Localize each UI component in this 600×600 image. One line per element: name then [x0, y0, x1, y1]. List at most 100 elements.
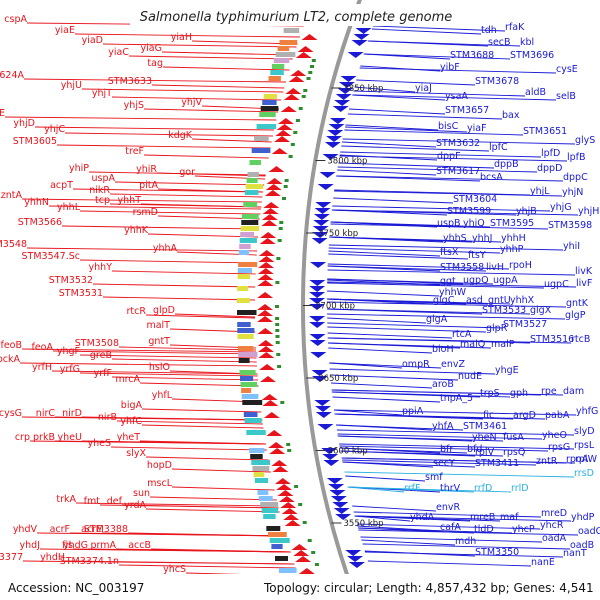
gene-label: ugpA	[493, 275, 518, 286]
gene-label: yhiR	[136, 164, 157, 175]
gene-label: cspA	[4, 14, 27, 25]
gene-connector-line	[337, 435, 504, 442]
reverse-gene-arrow	[309, 280, 326, 286]
reverse-gene-arrow	[355, 28, 372, 34]
gene-label: nirC	[36, 408, 56, 419]
gene-connector-line	[345, 126, 468, 133]
gene-label: slyD	[574, 426, 595, 437]
reverse-gene-arrow	[319, 172, 336, 178]
gene-label: STM3595	[490, 218, 534, 229]
gc-marker	[275, 305, 279, 308]
gene-label: mreD	[541, 508, 567, 519]
gc-marker	[282, 197, 286, 200]
forward-gene-arrow	[268, 166, 285, 172]
gene-label: yrdA	[124, 500, 146, 511]
forward-gene-arrow	[257, 274, 274, 280]
forward-gene-arrow	[269, 448, 286, 454]
reverse-gene-arrow	[311, 370, 328, 376]
reverse-gene-arrow	[338, 82, 355, 88]
gene-connector-line	[327, 265, 487, 272]
feature-block	[251, 148, 271, 153]
forward-gene-arrow	[280, 106, 297, 112]
gene-connector-line	[330, 223, 549, 230]
reverse-gene-arrow	[348, 562, 365, 568]
gene-label: treF	[125, 146, 144, 157]
gene-label: tdh	[481, 25, 497, 36]
gene-connector-line	[333, 197, 454, 204]
gene-connector-line	[326, 301, 567, 308]
forward-gene-arrow	[277, 118, 294, 124]
gene-connector-line	[328, 244, 564, 251]
feature-block	[256, 124, 277, 129]
gc-marker	[287, 449, 292, 452]
gc-marker	[279, 221, 284, 224]
forward-gene-arrow	[278, 496, 295, 502]
gene-connector-line	[174, 313, 256, 318]
gene-connector-line	[56, 144, 271, 149]
gene-connector-line	[88, 171, 266, 176]
forward-gene-arrow	[266, 430, 283, 436]
gene-label: yhjC	[44, 124, 65, 135]
gene-label: gntU	[488, 295, 511, 306]
gene-connector-line	[26, 247, 258, 252]
gene-label: malQ	[460, 339, 485, 350]
gc-marker	[295, 119, 300, 122]
gene-label: mdh	[455, 536, 476, 547]
gc-marker	[276, 257, 281, 260]
gene-label: bfr	[440, 444, 453, 455]
reverse-gene-arrow	[329, 118, 346, 124]
feature-block	[277, 46, 290, 51]
reverse-gene-arrow	[351, 40, 368, 46]
gene-label: STM3388	[84, 524, 128, 535]
gene-label: feoB	[0, 340, 22, 351]
gene-connector-line	[353, 511, 542, 518]
gene-label: ftsY	[468, 250, 486, 261]
forward-gene-arrow	[258, 352, 275, 358]
gene-label: ugpC	[544, 279, 569, 290]
gene-label: cysG	[0, 408, 22, 419]
gene-label: pitA	[139, 180, 158, 191]
forward-gene-arrow	[264, 190, 281, 196]
feature-block	[271, 544, 283, 549]
gene-label: cysE	[556, 64, 578, 75]
gene-label: pckA	[0, 354, 20, 365]
feature-block	[242, 400, 263, 405]
gene-label: yhfC	[120, 416, 142, 427]
gene-connector-line	[72, 188, 264, 193]
gene-label: yhiQ	[463, 218, 485, 229]
gene-connector-line	[356, 523, 541, 530]
gene-connector-line	[333, 409, 403, 416]
gene-connector-line	[330, 221, 491, 228]
gene-label: yiaJ	[415, 83, 432, 94]
gene-label: STM3566	[18, 217, 62, 228]
gene-label: yibF	[440, 62, 460, 73]
gene-connector-line	[4, 116, 277, 121]
gene-label: ugpQ	[463, 275, 489, 286]
gene-label: slyX	[126, 448, 146, 459]
gene-label: yhhH	[501, 233, 526, 244]
gene-label: yhdA	[410, 512, 435, 523]
reverse-gene-arrow	[309, 298, 326, 304]
gc-marker	[278, 227, 283, 230]
forward-gene-arrow	[284, 520, 301, 526]
forward-gene-arrow	[257, 280, 274, 286]
gene-label: rtcB	[571, 334, 590, 345]
feature-block	[279, 40, 298, 45]
gene-label: STM3604	[453, 194, 497, 205]
gene-label: rsmD	[133, 207, 158, 218]
gene-label: yhgE	[495, 365, 519, 376]
gene-label: bax	[502, 110, 520, 121]
feature-block	[238, 262, 258, 267]
forward-gene-labels: cspA yiaE yiaD yiaH yiaC yiaG tag STM3624A STM36…	[0, 14, 203, 575]
gene-connector-line	[145, 314, 256, 319]
gene-connector-line	[147, 233, 259, 238]
forward-gene-arrow	[276, 484, 293, 490]
feature-block	[268, 532, 287, 537]
gc-marker	[306, 77, 311, 80]
forward-gene-arrow	[261, 220, 278, 226]
gene-label: uspA	[92, 173, 116, 184]
forward-gene-connector-lines	[4, 22, 304, 577]
reverse-gene-arrow	[333, 508, 350, 514]
gene-label: yhdG	[63, 540, 88, 551]
tick-marks: 3850 kbp 3800 kbp 3750 kbp 3700 kbp 3650 kbp…	[303, 84, 384, 529]
